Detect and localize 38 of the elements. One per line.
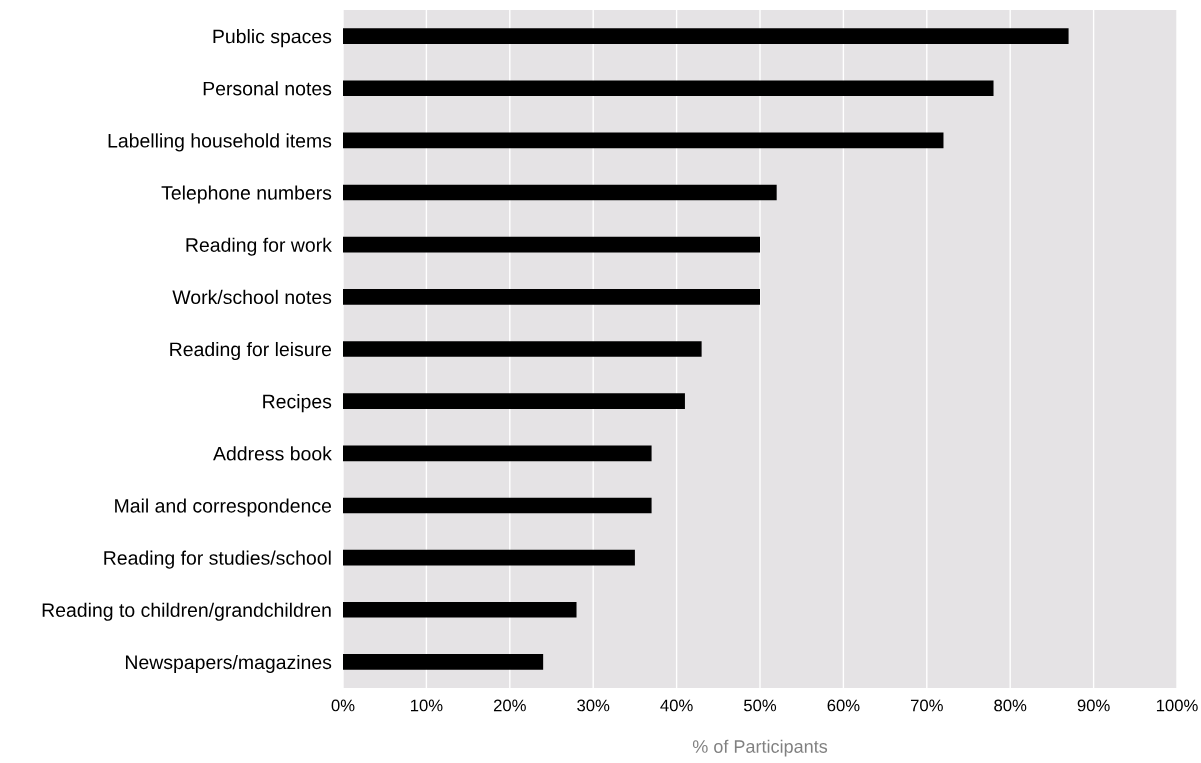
y-tick-label: Personal notes	[203, 81, 332, 96]
x-tick-label: 60%	[827, 699, 860, 712]
y-tick-label: Reading for leisure	[170, 341, 332, 361]
y-tick-label: Newspapers/magazines	[125, 654, 332, 673]
y-tick-label: Work/school notes	[172, 289, 332, 305]
bar	[343, 549, 635, 566]
bar	[343, 393, 685, 409]
bar	[343, 289, 760, 305]
y-tick-label: Reading for studies/school	[104, 550, 331, 569]
y-tick-label: Mail and correspondence	[115, 498, 332, 517]
y-tick-label: Address book	[213, 446, 332, 461]
y-tick-label: Reading to children/grandchildren	[42, 602, 331, 621]
x-tick-label: 40%	[660, 699, 693, 712]
x-tick-label: 70%	[910, 699, 943, 712]
bar	[343, 654, 544, 670]
y-tick-label: Telephone numbers	[161, 185, 332, 204]
x-axis-title: % of Participants	[692, 739, 828, 757]
x-tick-label: 30%	[577, 699, 610, 712]
x-tick-label: 80%	[994, 699, 1027, 712]
x-tick-label: 90%	[1077, 699, 1110, 712]
bar	[343, 236, 760, 253]
x-tick-label: 20%	[493, 699, 526, 712]
bar	[343, 184, 777, 201]
x-tick-label: 10%	[410, 699, 443, 712]
bar	[343, 132, 944, 149]
bar	[343, 601, 577, 618]
bar	[343, 445, 652, 462]
y-tick-label: Labelling household items	[108, 133, 332, 152]
y-tick-label: Recipes	[263, 394, 332, 413]
x-tick-label: 100%	[1156, 699, 1198, 712]
bar	[343, 341, 702, 357]
y-tick-label: Reading for work	[186, 237, 332, 256]
bar	[343, 80, 994, 97]
bar	[343, 497, 652, 514]
x-tick-label: 0%	[331, 699, 355, 712]
bar	[343, 28, 1069, 44]
x-tick-label: 50%	[743, 699, 777, 712]
y-tick-label: Public spaces	[213, 29, 332, 48]
